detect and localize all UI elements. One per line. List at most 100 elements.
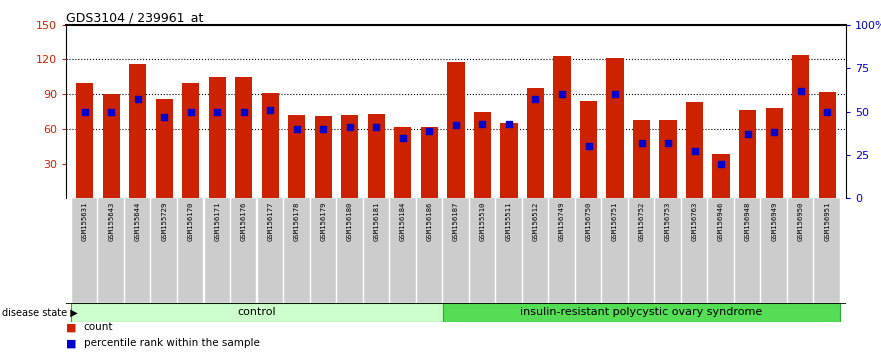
Bar	[71, 303, 442, 322]
Bar	[553, 56, 571, 198]
Text: GSM156753: GSM156753	[665, 201, 671, 241]
Point	[608, 91, 622, 97]
Bar	[178, 198, 204, 303]
Bar	[364, 198, 389, 303]
Text: GDS3104 / 239961_at: GDS3104 / 239961_at	[66, 11, 204, 24]
Text: count: count	[84, 322, 113, 332]
Bar	[470, 198, 495, 303]
Point	[369, 124, 383, 130]
Text: GSM155643: GSM155643	[108, 201, 115, 241]
Point	[290, 126, 304, 132]
Point	[104, 109, 118, 114]
Bar	[686, 102, 703, 198]
Bar	[182, 82, 199, 198]
Point	[634, 140, 648, 145]
Text: GSM156186: GSM156186	[426, 201, 433, 241]
Bar	[102, 94, 120, 198]
Bar	[125, 198, 151, 303]
Point	[714, 161, 729, 166]
Text: GSM156181: GSM156181	[374, 201, 380, 241]
Bar	[129, 64, 146, 198]
Point	[741, 131, 755, 137]
Bar	[660, 120, 677, 198]
Text: GSM155510: GSM155510	[479, 201, 485, 241]
Text: GSM156177: GSM156177	[267, 201, 273, 241]
Point	[183, 109, 197, 114]
Text: GSM156179: GSM156179	[321, 201, 326, 241]
Bar	[262, 93, 279, 198]
Point	[211, 109, 225, 114]
Point	[581, 143, 596, 149]
Bar	[655, 198, 681, 303]
Bar	[818, 92, 836, 198]
Bar	[76, 82, 93, 198]
Point	[448, 122, 463, 128]
Text: GSM156187: GSM156187	[453, 201, 459, 241]
Bar	[814, 198, 840, 303]
Text: insulin-resistant polycystic ovary syndrome: insulin-resistant polycystic ovary syndr…	[521, 307, 763, 318]
Point	[502, 121, 516, 126]
Text: GSM156184: GSM156184	[400, 201, 406, 241]
Bar	[337, 198, 363, 303]
Bar	[633, 120, 650, 198]
Bar	[367, 114, 385, 198]
Point	[396, 135, 410, 140]
Text: GSM156949: GSM156949	[771, 201, 777, 241]
Text: ■: ■	[66, 322, 77, 332]
Bar	[311, 198, 336, 303]
Bar	[708, 198, 734, 303]
Bar	[231, 198, 256, 303]
Point	[529, 97, 543, 102]
Bar	[72, 198, 98, 303]
Text: control: control	[238, 307, 277, 318]
Text: GSM156171: GSM156171	[214, 201, 220, 241]
Bar	[788, 198, 813, 303]
Bar	[421, 126, 438, 198]
Point	[661, 140, 675, 145]
Bar	[522, 198, 548, 303]
Text: GSM156180: GSM156180	[347, 201, 352, 241]
Text: GSM156752: GSM156752	[639, 201, 645, 241]
Bar	[792, 55, 810, 198]
Bar	[527, 88, 544, 198]
Point	[78, 109, 92, 114]
Bar	[152, 198, 177, 303]
Bar	[496, 198, 522, 303]
Bar	[315, 116, 332, 198]
Point	[263, 107, 278, 113]
Text: percentile rank within the sample: percentile rank within the sample	[84, 338, 260, 348]
Bar	[549, 198, 574, 303]
Bar	[606, 58, 624, 198]
Bar	[629, 198, 655, 303]
Text: GSM156763: GSM156763	[692, 201, 698, 241]
Bar	[474, 112, 491, 198]
Point	[130, 97, 144, 102]
Bar	[443, 198, 469, 303]
Bar	[209, 77, 226, 198]
Text: GSM156950: GSM156950	[797, 201, 803, 241]
Text: GSM155644: GSM155644	[135, 201, 141, 241]
Text: GSM156178: GSM156178	[293, 201, 300, 241]
Bar	[739, 110, 756, 198]
Bar	[341, 115, 359, 198]
Point	[316, 126, 330, 132]
Bar	[284, 198, 309, 303]
Bar	[390, 198, 416, 303]
Point	[422, 128, 436, 133]
Bar	[603, 198, 628, 303]
Text: GSM156951: GSM156951	[825, 201, 830, 241]
Text: GSM156749: GSM156749	[559, 201, 565, 241]
Text: GSM155511: GSM155511	[506, 201, 512, 241]
Point	[476, 121, 490, 126]
Bar	[713, 154, 729, 198]
Bar	[257, 198, 283, 303]
Text: GSM156170: GSM156170	[188, 201, 194, 241]
Bar	[580, 101, 597, 198]
Text: GSM156512: GSM156512	[532, 201, 538, 241]
Text: GSM156176: GSM156176	[241, 201, 247, 241]
Bar	[235, 77, 252, 198]
Text: ■: ■	[66, 338, 77, 348]
Point	[820, 109, 834, 114]
Bar	[442, 303, 840, 322]
Point	[157, 114, 171, 120]
